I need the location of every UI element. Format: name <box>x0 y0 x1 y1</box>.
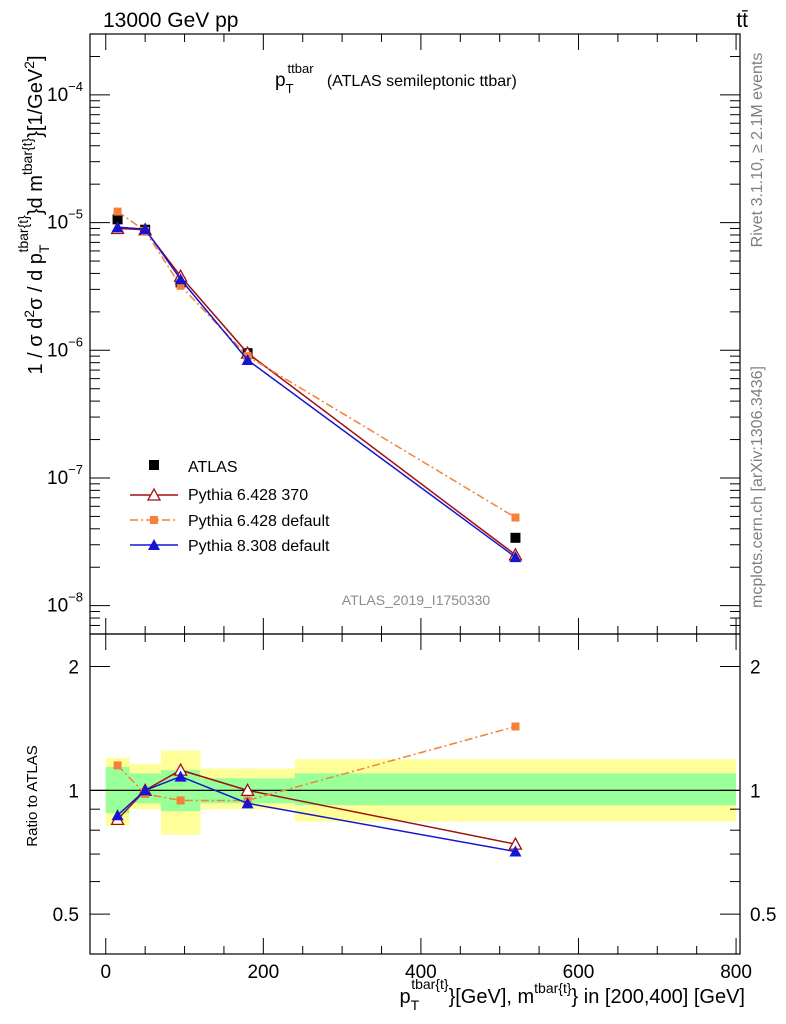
legend-marker-pythia6-default <box>150 516 158 524</box>
rivet-version-label: Rivet 3.1.10, ≥ 2.1M events <box>749 53 766 248</box>
uncertainty-band-inner-4 <box>294 773 737 806</box>
legend-marker-atlas <box>149 460 159 470</box>
main-y-tick-label-base: 10 <box>47 340 68 361</box>
ratio-panel-frame <box>89 633 741 955</box>
ratio-point-pythia-6-428-default-4 <box>511 722 520 731</box>
data-point-pythia-6-428-default-2 <box>176 281 185 290</box>
ratio-plot-area <box>90 722 740 857</box>
main-y-tick-label: 10−8 <box>47 590 83 617</box>
legend-marker-pythia8-default <box>148 539 160 550</box>
analysis-id-label: ATLAS_2019_I1750330 <box>342 592 491 608</box>
legend-label-pythia8-default: Pythia 8.308 default <box>188 538 330 555</box>
ratio-y-axis-label: Ratio to ATLAS <box>24 745 41 846</box>
series-line-pythia-6-428-default <box>117 210 516 519</box>
ratio-point-pythia-6-428-default-2 <box>176 796 185 805</box>
panel-title-sup: ttbar <box>288 61 315 76</box>
main-y-tick-label: 10−5 <box>47 207 83 234</box>
ratio-y-tick-label: 0.5 <box>53 905 79 926</box>
legend-label-pythia6-370: Pythia 6.428 370 <box>188 487 308 504</box>
main-y-tick-label-exp: −8 <box>68 590 83 605</box>
data-point-atlas-4 <box>510 532 521 543</box>
main-y-tick-label: 10−7 <box>47 462 83 489</box>
main-y-tick-label: 10−4 <box>47 79 83 106</box>
x-tick-label: 200 <box>247 962 279 983</box>
ratio-y-tick-label-right: 2 <box>750 658 761 679</box>
main-y-axis-label: 1 / σ d2σ / d pTtbar{t}}d mtbar{t}}[1/Ge… <box>15 55 52 374</box>
legend-marker-pythia6-370 <box>146 487 162 501</box>
ratio-point-pythia-6-428-default-0 <box>113 761 122 770</box>
ratio-y-tick-label-right: 1 <box>750 781 761 802</box>
main-y-tick-label-exp: −7 <box>68 462 83 477</box>
panel-title-sub: T <box>286 81 294 96</box>
ratio-point-pythia-8-308-default-4 <box>509 845 522 857</box>
main-plot-area <box>110 207 523 563</box>
main-y-tick-label: 10−6 <box>47 334 83 361</box>
process-label: tt̄ <box>736 9 748 32</box>
panel-title: pTttbar (ATLAS semileptonic ttbar) <box>275 57 517 96</box>
legend-entry-pythia8-default: Pythia 8.308 default <box>130 538 330 555</box>
x-tick-label: 600 <box>563 962 595 983</box>
data-point-pythia-6-428-default-4 <box>511 513 520 522</box>
x-tick-label: 800 <box>720 962 752 983</box>
data-point-pythia-6-428-default-0 <box>113 207 122 216</box>
main-y-tick-label-base: 10 <box>47 85 68 106</box>
ratio-axis-ticks: 0.5 0.5 1 1 2 2 0 200 400 600 800 <box>53 634 776 983</box>
main-y-tick-label-exp: −5 <box>68 207 83 222</box>
main-panel: 10−410−510−610−710−8 pTttbar (ATLAS semi… <box>15 33 741 635</box>
main-y-tick-label-exp: −4 <box>68 79 83 94</box>
ratio-point-pythia-8-308-default-0 <box>111 809 124 821</box>
legend: ATLAS Pythia 6.428 370 Pythia 6.428 defa… <box>130 459 330 555</box>
legend-entry-pythia6-default: Pythia 6.428 default <box>130 513 330 530</box>
data-point-pythia-8-308-default-2 <box>174 273 187 285</box>
main-y-tick-label-base: 10 <box>47 213 68 234</box>
main-y-tick-label-exp: −6 <box>68 334 83 349</box>
ratio-point-pythia-8-308-default-2 <box>174 770 187 782</box>
ratio-point-pythia-6-428-370-3 <box>240 782 255 797</box>
data-point-atlas-0 <box>112 214 123 225</box>
legend-label-atlas: ATLAS <box>188 459 238 476</box>
data-point-pythia-8-308-default-4 <box>509 551 522 563</box>
ratio-point-pythia-8-308-default-3 <box>241 797 254 809</box>
main-y-tick-label-base: 10 <box>47 468 68 489</box>
panel-title-main: p <box>275 70 286 91</box>
ratio-point-pythia-8-308-default-1 <box>139 784 152 796</box>
legend-entry-pythia6-370: Pythia 6.428 370 <box>130 487 308 504</box>
legend-label-pythia6-default: Pythia 6.428 default <box>188 513 330 530</box>
main-y-tick-label-base: 10 <box>47 596 68 617</box>
ratio-panel: 0.5 0.5 1 1 2 2 0 200 400 600 800 Ratio to ATLAS p… <box>24 633 776 1013</box>
x-tick-label: 400 <box>405 962 437 983</box>
panel-title-tail: (ATLAS semileptonic ttbar) <box>327 73 517 90</box>
beam-energy-label: 13000 GeV pp <box>103 9 238 32</box>
x-axis-label: pTtbar{t}}[GeV], mtbar{t}} in [200,400] … <box>400 976 746 1013</box>
data-point-pythia-8-308-default-0 <box>111 221 124 233</box>
mcplots-site-label: mcplots.cern.ch [arXiv:1306.3436] <box>749 366 766 608</box>
ratio-y-tick-label: 2 <box>68 658 79 679</box>
x-tick-label: 0 <box>100 962 111 983</box>
ratio-y-tick-label: 1 <box>68 781 79 802</box>
legend-entry-atlas: ATLAS <box>149 459 238 476</box>
data-point-pythia-8-308-default-3 <box>241 353 254 365</box>
data-point-pythia-8-308-default-1 <box>139 223 152 235</box>
ratio-y-tick-label-right: 0.5 <box>750 905 776 926</box>
main-axis-ticks: 10−410−510−610−710−8 <box>47 34 740 635</box>
